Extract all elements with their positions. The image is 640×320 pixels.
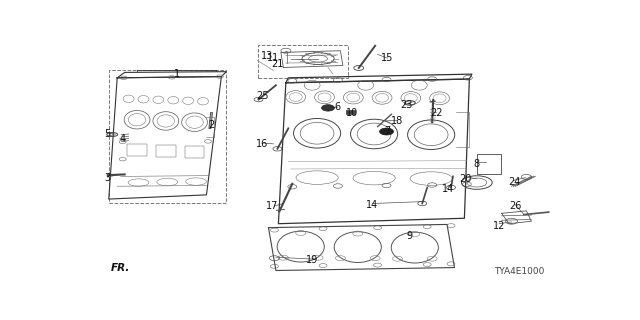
Bar xyxy=(156,145,176,157)
Text: 24: 24 xyxy=(508,177,520,187)
Bar xyxy=(185,146,205,158)
Text: 15: 15 xyxy=(381,53,394,63)
Text: 12: 12 xyxy=(493,221,506,231)
Circle shape xyxy=(321,105,335,111)
Bar xyxy=(477,154,500,174)
Bar xyxy=(257,44,348,78)
Text: 18: 18 xyxy=(391,116,404,126)
Text: 3: 3 xyxy=(104,172,110,183)
Text: 21: 21 xyxy=(271,59,284,69)
Bar xyxy=(109,70,227,204)
Text: 22: 22 xyxy=(430,108,442,118)
Bar xyxy=(346,110,355,114)
Bar xyxy=(127,144,147,156)
Text: 9: 9 xyxy=(407,230,413,241)
Text: 19: 19 xyxy=(306,255,318,265)
Text: 14: 14 xyxy=(442,184,454,194)
Text: 7: 7 xyxy=(385,126,390,136)
Text: 11: 11 xyxy=(268,53,280,63)
Text: 4: 4 xyxy=(119,134,125,144)
Text: 10: 10 xyxy=(346,108,358,118)
Circle shape xyxy=(380,128,394,135)
Text: 26: 26 xyxy=(509,201,522,211)
Text: 8: 8 xyxy=(474,159,480,169)
Text: 5: 5 xyxy=(104,130,111,140)
Text: 13: 13 xyxy=(261,51,274,61)
Text: 20: 20 xyxy=(460,174,472,184)
Text: 25: 25 xyxy=(256,91,269,100)
Text: 6: 6 xyxy=(335,102,341,112)
Text: 23: 23 xyxy=(400,100,413,110)
Text: TYA4E1000: TYA4E1000 xyxy=(494,267,544,276)
Text: 1: 1 xyxy=(173,69,180,79)
Text: FR.: FR. xyxy=(111,263,130,273)
Text: 16: 16 xyxy=(257,139,269,149)
Text: 17: 17 xyxy=(266,202,278,212)
Text: 14: 14 xyxy=(365,200,378,210)
Text: 2: 2 xyxy=(208,120,214,130)
